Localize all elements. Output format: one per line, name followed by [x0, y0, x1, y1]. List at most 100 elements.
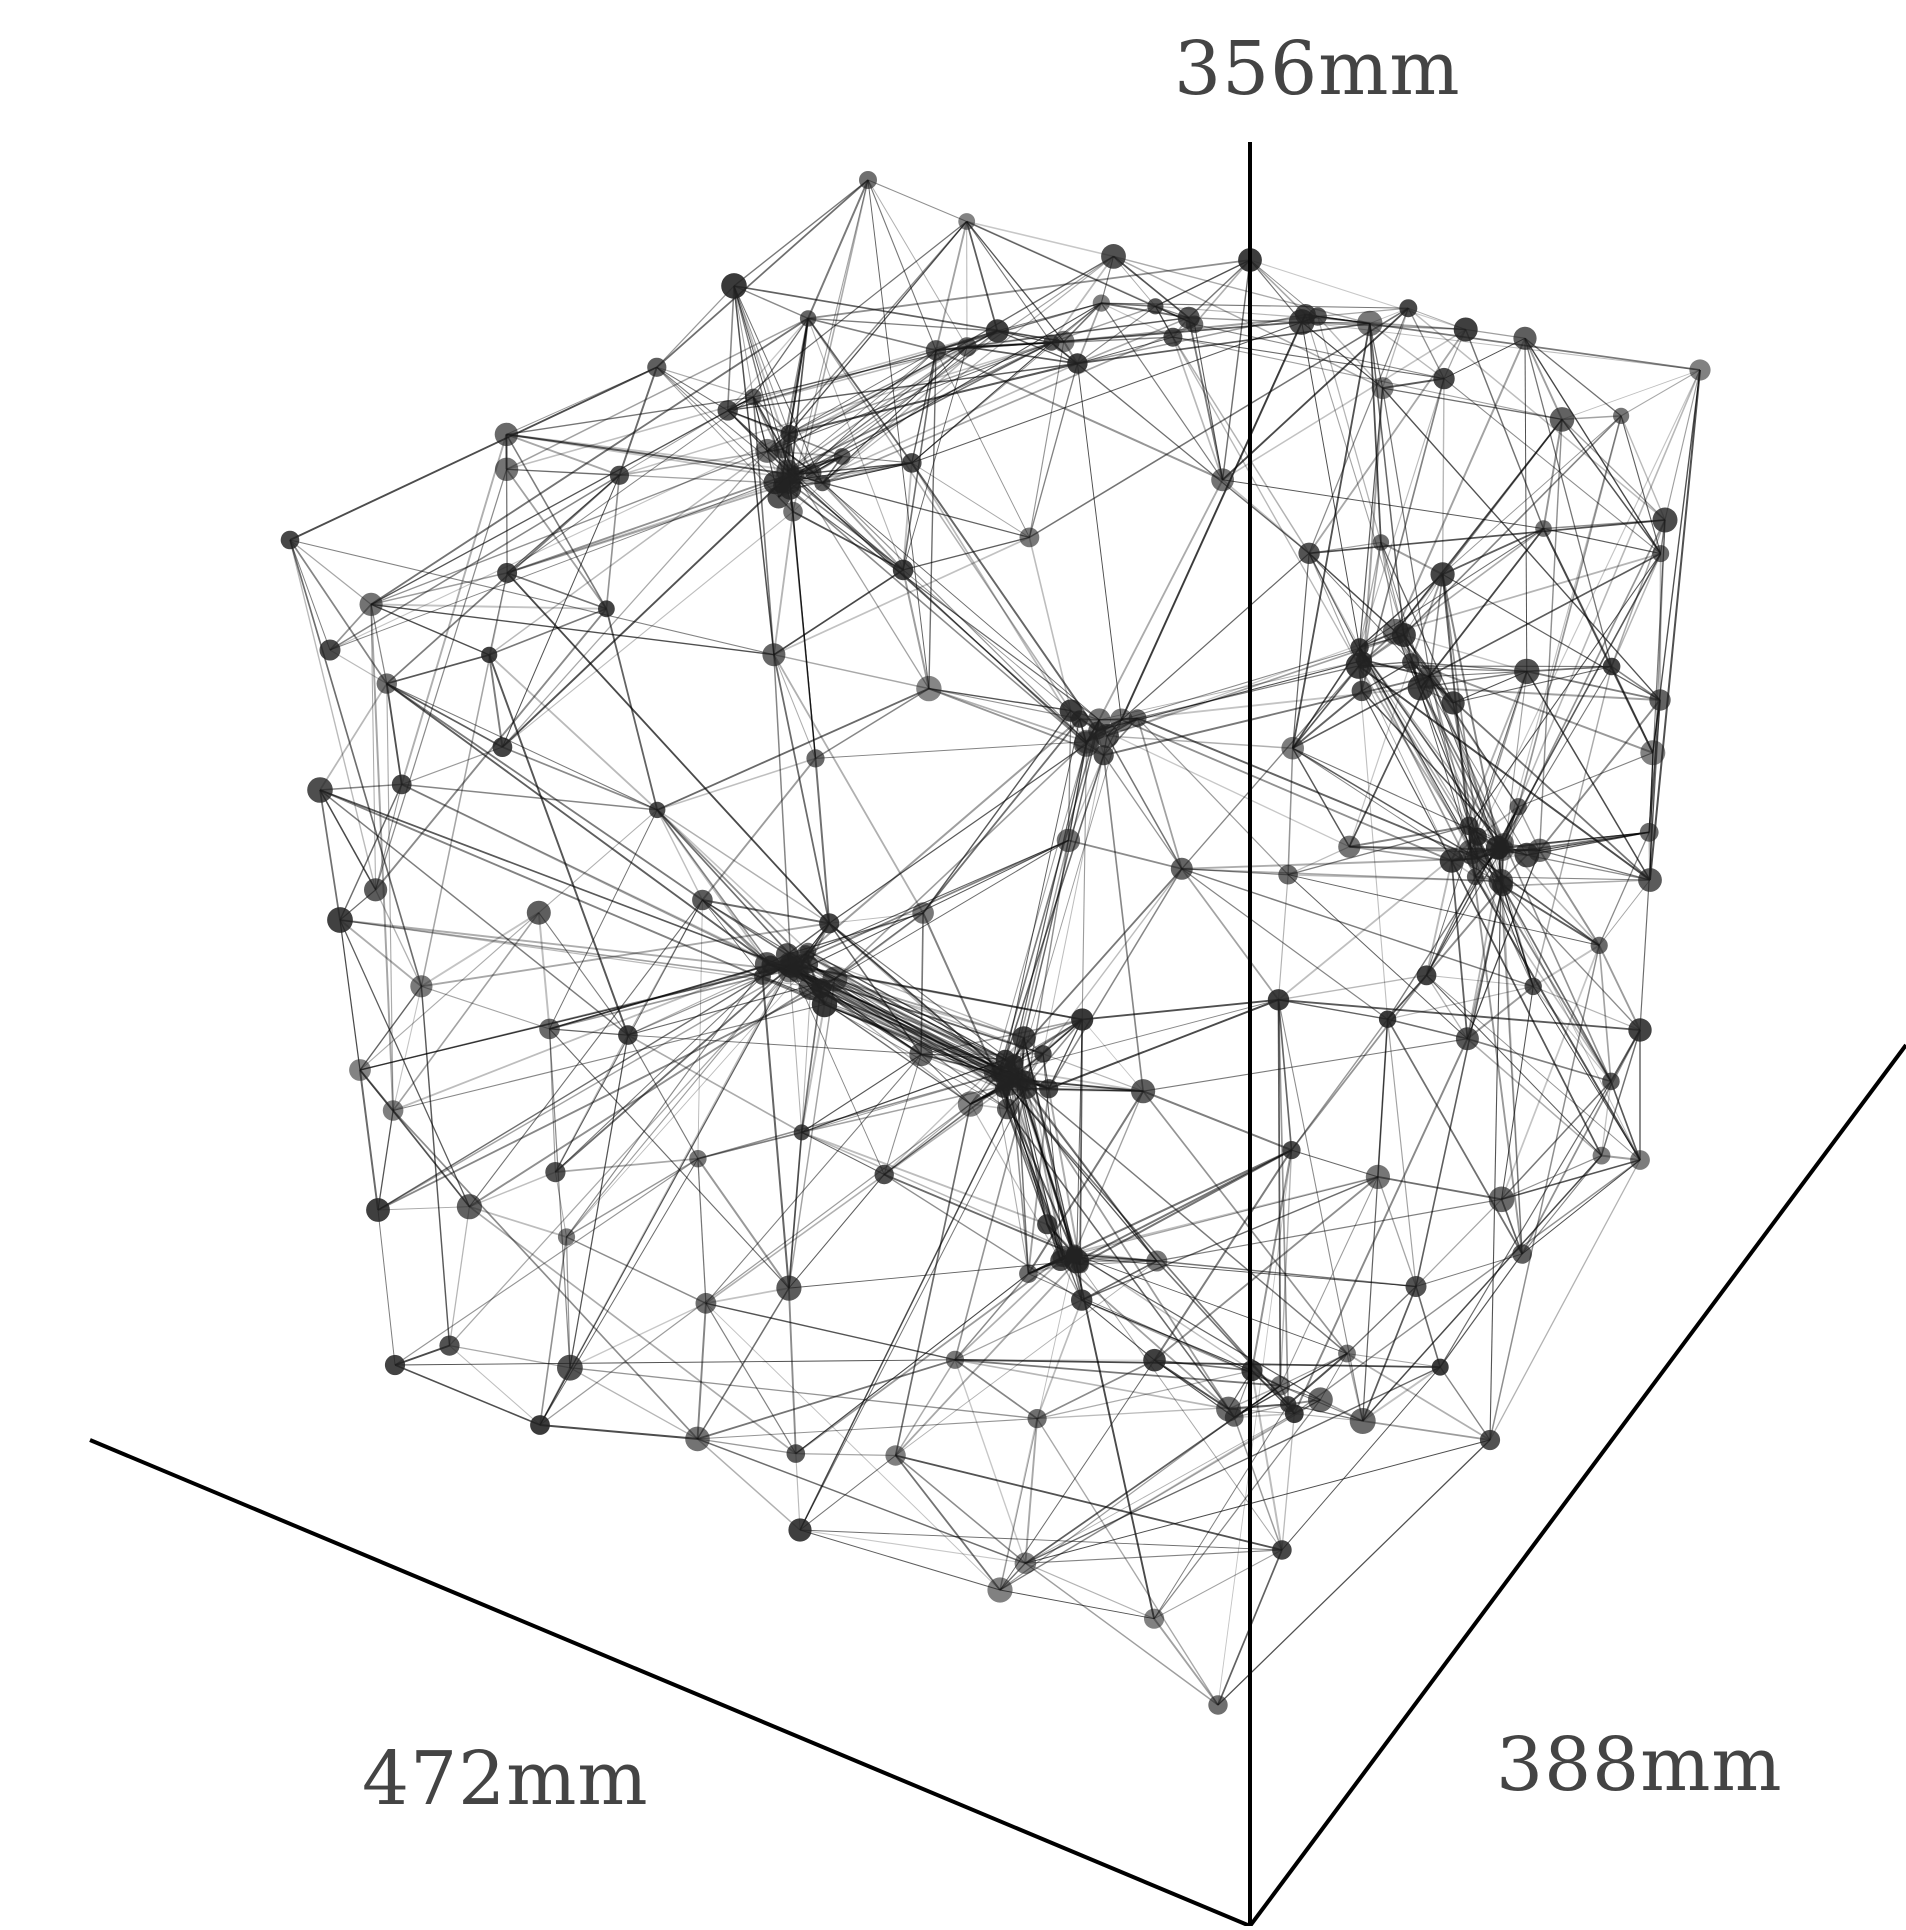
lattice-node: [349, 1059, 371, 1081]
lattice-strut: [800, 1456, 896, 1531]
lattice-node: [1593, 1147, 1611, 1165]
lattice-node: [1392, 623, 1416, 647]
lattice-strut: [698, 1439, 1026, 1563]
lattice-strut: [1471, 671, 1527, 852]
depth-dimension-label: 388mm: [1496, 1728, 1783, 1802]
lattice-strut: [540, 965, 789, 1425]
lattice-node: [1034, 1045, 1051, 1062]
lattice-node: [1514, 659, 1539, 684]
lattice-node: [495, 458, 518, 481]
lattice-node: [1432, 1359, 1449, 1376]
lattice-strut: [1599, 880, 1650, 945]
lattice-strut: [1518, 416, 1621, 807]
lattice-strut: [698, 1303, 706, 1439]
lattice-strut: [1292, 1150, 1378, 1177]
lattice-node: [1071, 1289, 1092, 1310]
lattice-node: [1366, 1165, 1390, 1189]
lattice-strut: [1007, 1109, 1228, 1409]
lattice-node: [1015, 1552, 1037, 1574]
lattice-node: [1281, 737, 1304, 760]
lattice-node: [1144, 1609, 1164, 1629]
lattice-node: [307, 777, 333, 803]
lattice-node: [1131, 1079, 1155, 1103]
lattice-node: [1171, 858, 1193, 880]
lattice-node: [1285, 1404, 1304, 1423]
lattice-node: [916, 676, 941, 701]
lattice-strut: [816, 758, 830, 923]
lattice-node: [385, 1355, 405, 1375]
lattice-strut: [1309, 308, 1408, 553]
lattice-strut: [1363, 1367, 1441, 1421]
lattice-node: [1402, 653, 1419, 670]
lattice-strut: [570, 1303, 706, 1367]
lattice-strut: [1154, 1400, 1320, 1619]
lattice-node: [495, 423, 518, 446]
lattice-strut: [1562, 419, 1665, 520]
lattice-node: [545, 1162, 565, 1182]
lattice-node: [893, 560, 914, 581]
lattice-node: [1272, 1540, 1292, 1560]
lattice-strut: [395, 1360, 955, 1365]
lattice-strut: [1443, 379, 1444, 575]
lattice-node: [805, 465, 821, 481]
lattice-node: [1020, 528, 1040, 548]
lattice-strut: [1562, 370, 1700, 419]
lattice-node: [1417, 965, 1437, 985]
lattice-node: [997, 1099, 1018, 1120]
lattice-strut: [489, 655, 502, 747]
lattice-strut: [290, 540, 376, 890]
lattice-node: [946, 1351, 964, 1369]
lattice-strut: [1051, 343, 1309, 554]
lattice-strut: [1099, 480, 1222, 720]
lattice-strut: [1540, 850, 1600, 945]
lattice-node: [1510, 798, 1527, 815]
lattice-strut: [955, 1360, 1037, 1419]
lattice-strut: [360, 1070, 378, 1210]
lattice-node: [689, 1150, 706, 1167]
lattice-node: [1146, 1251, 1167, 1272]
lattice-node: [1074, 731, 1100, 757]
lattice-node: [1208, 1695, 1227, 1714]
lattice-node: [1494, 833, 1514, 853]
lattice-node: [1357, 311, 1382, 336]
lattice-strut: [829, 744, 1086, 923]
lattice-strut: [1309, 520, 1665, 553]
lattice-strut: [1218, 1150, 1292, 1705]
lattice-node: [1028, 1409, 1047, 1428]
lattice-node: [1602, 1073, 1620, 1091]
lattice-node: [1433, 368, 1454, 389]
lattice-strut: [1279, 1000, 1388, 1019]
lattice-strut: [923, 719, 1080, 913]
lattice-strut: [1025, 1367, 1440, 1563]
lattice-strut: [1061, 1261, 1229, 1409]
lattice-strut: [1292, 975, 1427, 1150]
lattice-node: [1649, 689, 1670, 710]
lattice-strut: [774, 570, 903, 655]
lattice-strut: [540, 1104, 971, 1425]
lattice-strut: [1650, 370, 1700, 880]
lattice-strut: [698, 1360, 956, 1439]
lattice-node: [1071, 1008, 1093, 1030]
lattice-strut: [489, 573, 507, 655]
lattice-node: [558, 1228, 575, 1245]
lattice-strut: [570, 1368, 698, 1439]
lattice-strut: [507, 573, 829, 923]
lattice-strut: [774, 655, 791, 966]
lattice-node: [327, 907, 353, 933]
lattice-strut: [774, 655, 829, 924]
lattice-strut: [1466, 330, 1544, 529]
lattice-strut: [698, 1159, 706, 1304]
lattice-node: [360, 593, 383, 616]
lattice-strut: [1383, 388, 1562, 419]
lattice-strut: [793, 512, 903, 570]
lattice-strut: [378, 1111, 393, 1211]
lattice-node: [806, 749, 824, 767]
lattice-strut: [808, 180, 868, 318]
lattice-strut: [1000, 1590, 1154, 1619]
lattice-strut: [550, 1029, 570, 1368]
lattice-strut: [1279, 875, 1289, 1000]
lattice-node: [1186, 316, 1204, 334]
lattice-node: [834, 448, 851, 465]
lattice-node: [986, 319, 1009, 342]
